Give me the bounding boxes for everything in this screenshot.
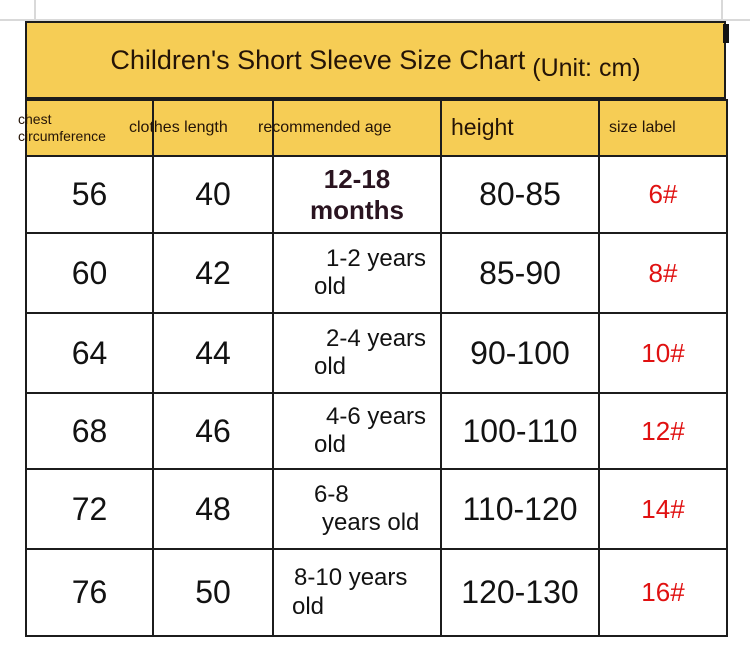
table-row: 56 40 12-18 months 80-85 6# bbox=[25, 155, 728, 234]
size-table-header: chest circumference clothes length recom… bbox=[18, 99, 728, 157]
table-row: 76 50 8-10 years old 120-130 16# bbox=[25, 548, 728, 637]
grid-remnant-horizontal-line bbox=[0, 19, 750, 21]
grid-remnant-vertical-line-left bbox=[34, 0, 36, 19]
cell-size-label: 6# bbox=[598, 155, 728, 234]
cell-clothes-length: 44 bbox=[152, 312, 274, 394]
column-header-recommended-age: recommended age bbox=[258, 99, 442, 157]
cell-height: 100-110 bbox=[440, 392, 600, 470]
cell-size-label: 16# bbox=[598, 548, 728, 637]
cell-recommended-age: 8-10 years old bbox=[272, 548, 442, 637]
column-header-label: recommended age bbox=[258, 119, 392, 137]
cell-height: 90-100 bbox=[440, 312, 600, 394]
cell-chest-circumference: 64 bbox=[25, 312, 154, 394]
grid-remnant-vertical-line-right bbox=[721, 0, 723, 21]
chart-title: Children's Short Sleeve Size Chart bbox=[110, 44, 526, 75]
table-row: 68 46 4-6 years old 100-110 12# bbox=[25, 392, 728, 470]
cell-clothes-length: 42 bbox=[152, 232, 274, 314]
cell-chest-circumference: 68 bbox=[25, 392, 154, 470]
column-header-size-label: size label bbox=[598, 99, 728, 157]
cell-size-label: 10# bbox=[598, 312, 728, 394]
cell-chest-circumference: 56 bbox=[25, 155, 154, 234]
chart-title-banner: Children's Short Sleeve Size Chart (Unit… bbox=[25, 21, 726, 99]
cell-recommended-age: 2-4 years old bbox=[272, 312, 442, 394]
cell-recommended-age: 4-6 years old bbox=[272, 392, 442, 470]
cell-size-label: 8# bbox=[598, 232, 728, 314]
cell-chest-circumference: 76 bbox=[25, 548, 154, 637]
cell-recommended-age: 6-8 years old bbox=[272, 468, 442, 550]
header-row: chest circumference clothes length recom… bbox=[18, 99, 728, 157]
table-row: 72 48 6-8 years old 110-120 14# bbox=[25, 468, 728, 550]
column-header-label: size label bbox=[609, 119, 676, 137]
selection-handle-mark bbox=[723, 24, 729, 43]
size-table: chest circumference clothes length recom… bbox=[18, 99, 728, 637]
cell-chest-circumference: 72 bbox=[25, 468, 154, 550]
cell-height: 120-130 bbox=[440, 548, 600, 637]
cell-chest-circumference: 60 bbox=[25, 232, 154, 314]
cell-clothes-length: 40 bbox=[152, 155, 274, 234]
cell-height: 85-90 bbox=[440, 232, 600, 314]
column-header-label: chest circumference bbox=[18, 111, 106, 144]
column-header-chest-circumference: chest circumference bbox=[18, 99, 154, 157]
table-row: 60 42 1-2 years old 85-90 8# bbox=[25, 232, 728, 314]
cell-clothes-length: 46 bbox=[152, 392, 274, 470]
column-header-height: height bbox=[440, 99, 600, 157]
size-table-body: 56 40 12-18 months 80-85 6# 60 42 1-2 ye… bbox=[25, 155, 728, 637]
cell-size-label: 12# bbox=[598, 392, 728, 470]
cell-clothes-length: 50 bbox=[152, 548, 274, 637]
cell-recommended-age: 1-2 years old bbox=[272, 232, 442, 314]
cell-recommended-age: 12-18 months bbox=[272, 155, 442, 234]
chart-unit-label: (Unit: cm) bbox=[532, 53, 641, 82]
cell-height: 80-85 bbox=[440, 155, 600, 234]
cell-clothes-length: 48 bbox=[152, 468, 274, 550]
column-header-clothes-length: clothes length bbox=[129, 99, 274, 157]
cell-size-label: 14# bbox=[598, 468, 728, 550]
cell-height: 110-120 bbox=[440, 468, 600, 550]
column-header-label: clothes length bbox=[129, 119, 228, 137]
table-row: 64 44 2-4 years old 90-100 10# bbox=[25, 312, 728, 394]
column-header-label: height bbox=[451, 114, 514, 141]
